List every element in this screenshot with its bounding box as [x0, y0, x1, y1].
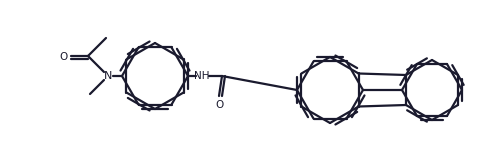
- Text: NH: NH: [194, 71, 210, 81]
- Text: O: O: [59, 52, 67, 62]
- Text: O: O: [216, 100, 224, 110]
- Text: N: N: [104, 71, 112, 81]
